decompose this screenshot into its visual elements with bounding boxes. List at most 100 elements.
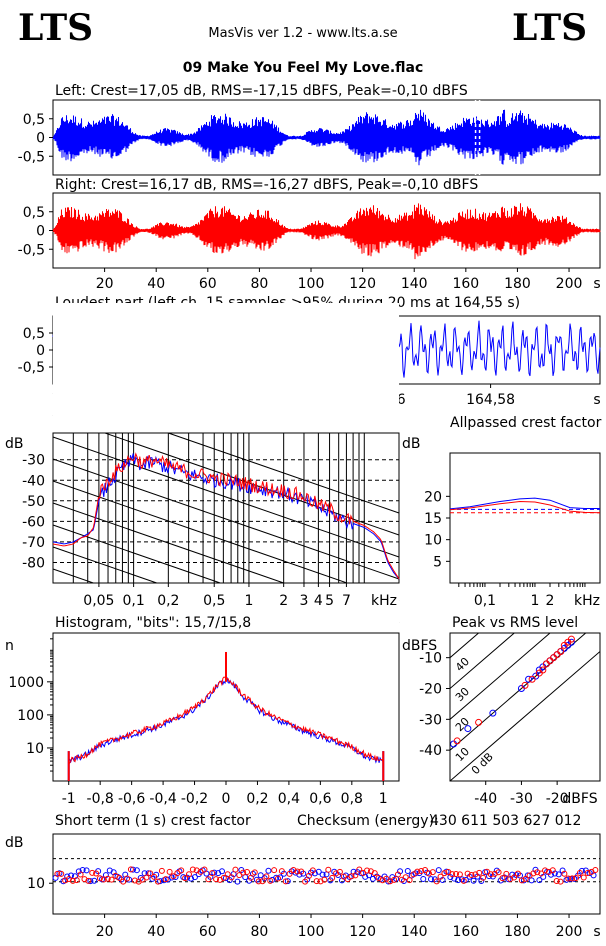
short-term-point-1 [77,871,84,878]
peak-rms-title: Peak vs RMS level [452,615,578,631]
peak-rms-point-0 [489,709,497,717]
loudest-part-ytick-label: 0 [36,343,45,359]
short-term-point-1 [592,867,599,874]
short-term-point-1 [96,875,103,882]
histogram-xtick-label: -0,6 [118,791,145,807]
histogram-xtick-label: -0,8 [87,791,114,807]
short-term-point-0 [257,872,264,879]
short-term-point-1 [325,866,332,873]
spectrum-ytick-label: -60 [22,514,45,530]
peak-rms-point-1 [453,737,461,745]
spectrum-slope-line [52,480,400,602]
short-term-point-1 [108,876,115,883]
spectrum-xtick-label: 2 [279,593,288,609]
short-term-point-1 [73,877,80,884]
right-waveform-xtick-label: 120 [349,276,376,292]
spectrum-xtick-label: 0,2 [157,593,179,609]
peak-rms-crest-line [450,650,600,781]
spectrum-ytick-label: -50 [22,494,45,510]
short-term-point-1 [394,871,401,878]
histogram-ylabel: n [5,638,14,654]
app-title: MasVis ver 1.2 - www.lts.a.se [208,26,398,41]
short-term-point-1 [580,874,587,881]
short-term-point-1 [294,868,301,875]
short-term-point-0 [420,875,427,882]
peak-rms-point-1 [528,675,536,683]
short-term-point-1 [576,870,583,877]
short-term-point-1 [209,870,216,877]
spectrum-xtick-label: 7 [342,593,351,609]
short-term-point-0 [528,877,535,884]
short-term-point-1 [425,870,432,877]
peak-rms-ylabel: dBFS [402,638,437,654]
short-term-point-1 [290,866,297,873]
short-term-point-1 [453,870,460,877]
short-term-point-0 [536,877,543,884]
short-term-point-1 [62,877,69,884]
left-waveform-series [52,109,601,166]
short-term-point-1 [259,878,266,885]
spectrum-ytick-label: -80 [22,555,45,571]
short-term-point-0 [110,869,117,876]
short-term-point-1 [464,870,471,877]
short-term-point-1 [147,870,154,877]
short-term-point-1 [387,878,394,885]
short-term-point-1 [220,874,227,881]
short-term-xtick-label: 120 [349,924,376,940]
peak-rms-point-1 [539,666,547,674]
histogram-xtick-label: 0,4 [278,791,300,807]
short-term-point-0 [253,876,260,883]
peak-rms-point-1 [475,718,483,726]
right-waveform-xtick-label: 60 [199,276,217,292]
peak-rms-ytick-label: -10 [419,651,442,667]
peak-rms-crest-line [450,633,551,720]
short-term-point-1 [449,871,456,878]
allpassed-series-0 [449,497,600,510]
short-term-point-1 [348,873,355,880]
short-term-point-0 [75,868,82,875]
loudest-part-ytick-label: 0,5 [23,326,45,342]
peak-rms-point-1 [567,635,575,643]
short-term-point-1 [278,868,285,875]
short-term-point-0 [87,878,94,885]
short-term-point-1 [507,876,514,883]
short-term-point-1 [124,875,131,882]
short-term-point-1 [143,874,150,881]
spectrum-xtick-label: 1 [244,593,253,609]
short-term-point-1 [553,877,560,884]
right-waveform-ytick-label: 0 [36,224,45,240]
short-term-point-1 [472,871,479,878]
file-title: 09 Make You Feel My Love.flac [182,60,424,76]
spectrum-xtick-label: 0,1 [122,593,144,609]
short-term-point-1 [422,867,429,874]
short-term-point-1 [263,873,270,880]
short-term-point-0 [331,868,338,875]
spectrum-ytick-label: -70 [22,535,45,551]
short-term-point-1 [166,868,173,875]
spectrum-xtick-label: 5 [325,593,334,609]
right-waveform-xtick-label: 20 [96,276,114,292]
peak-rms-xtick-label: -20 [546,791,569,807]
short-term-point-0 [83,867,90,874]
left-waveform-ytick-label: 0 [36,131,45,147]
short-term-point-1 [89,869,96,876]
histogram-ytick-label: 100 [17,708,44,724]
loudest-part-ytick-label: -0,5 [18,360,45,376]
short-term-point-1 [468,871,475,878]
short-term-point-1 [418,868,425,875]
peak-rms-xtick-label: -30 [510,791,533,807]
short-term-point-1 [282,878,289,885]
short-term-point-0 [246,877,253,884]
right-waveform-xtick-label: 80 [251,276,269,292]
short-term-point-0 [133,867,140,874]
short-term-point-1 [561,870,568,877]
peak-rms-xlabel: dBFS [562,791,597,807]
histogram-xtick-label: 0,8 [341,791,363,807]
peak-rms-xtick-label: -40 [474,791,497,807]
short-term-point-0 [435,867,442,874]
short-term-point-1 [441,870,448,877]
short-term-point-1 [480,874,487,881]
short-term-point-1 [356,866,363,873]
short-term-point-1 [414,868,421,875]
short-term-point-1 [205,876,212,883]
